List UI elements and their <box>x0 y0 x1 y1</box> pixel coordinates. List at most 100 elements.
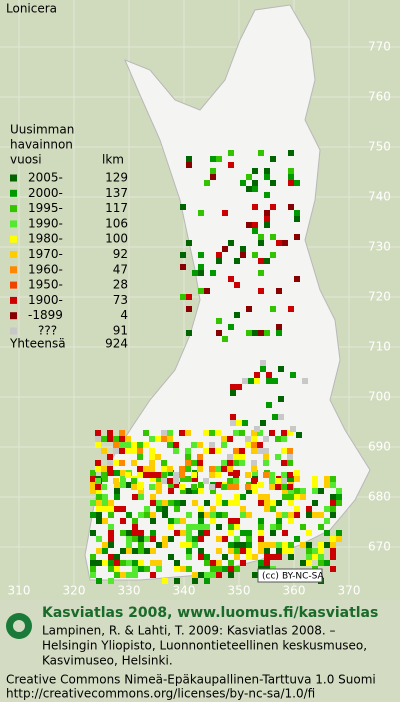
observation <box>101 448 107 454</box>
observation <box>113 460 119 466</box>
observation <box>230 390 236 396</box>
observation <box>278 366 284 372</box>
observation <box>186 512 192 518</box>
observation <box>198 482 204 488</box>
observation <box>258 234 264 240</box>
observation <box>180 566 186 572</box>
observation <box>204 560 210 566</box>
observation <box>161 460 167 466</box>
observation <box>239 454 245 460</box>
observation <box>278 414 284 420</box>
observation <box>288 554 294 560</box>
observation <box>197 460 203 466</box>
observation <box>324 506 330 512</box>
observation <box>222 512 228 518</box>
observation <box>336 536 342 542</box>
observation <box>156 566 162 572</box>
observation <box>282 548 288 554</box>
observation <box>254 426 260 432</box>
observation <box>119 442 125 448</box>
observation <box>300 494 306 500</box>
observation <box>228 560 234 566</box>
observation <box>90 476 96 482</box>
observation <box>330 566 336 572</box>
grid-label: 710 <box>368 340 391 354</box>
observation <box>258 530 264 536</box>
observation <box>186 306 192 312</box>
observation <box>234 500 240 506</box>
observation <box>234 518 240 524</box>
observation <box>210 270 216 276</box>
observation <box>162 578 168 584</box>
observation <box>96 500 102 506</box>
observation <box>210 518 216 524</box>
observation <box>251 448 257 454</box>
observation <box>95 484 101 490</box>
observation <box>269 430 275 436</box>
observation <box>137 472 143 478</box>
observation <box>138 488 144 494</box>
observation <box>252 554 258 560</box>
observation <box>204 572 210 578</box>
observation <box>198 506 204 512</box>
observation <box>287 460 293 466</box>
observation <box>107 466 113 472</box>
observation <box>281 478 287 484</box>
observation <box>276 524 282 530</box>
observation <box>264 222 270 228</box>
observation <box>258 270 264 276</box>
observation <box>126 542 132 548</box>
legend-label: 1960- <box>28 262 63 276</box>
observation <box>306 512 312 518</box>
legend-label: -1899 <box>28 308 63 322</box>
observation <box>318 554 324 560</box>
grid-label: 340 <box>173 584 196 598</box>
legend-count: 106 <box>105 216 128 230</box>
observation <box>324 560 330 566</box>
observation <box>336 494 342 500</box>
observation <box>138 494 144 500</box>
observation <box>186 548 192 554</box>
grid-label: 720 <box>368 290 391 304</box>
observation <box>90 482 96 488</box>
observation <box>281 436 287 442</box>
grid-label: 680 <box>368 490 391 504</box>
grid-label: 330 <box>118 584 141 598</box>
legend-heading: Uusimman <box>10 123 74 137</box>
observation <box>126 560 132 566</box>
observation <box>257 430 263 436</box>
observation <box>251 436 257 442</box>
observation <box>114 482 120 488</box>
observation <box>96 506 102 512</box>
observation <box>281 484 287 490</box>
observation <box>108 536 114 542</box>
observation <box>180 476 186 482</box>
observation <box>96 578 102 584</box>
observation <box>246 222 252 228</box>
observation <box>228 324 234 330</box>
observation <box>161 466 167 472</box>
observation <box>227 478 233 484</box>
observation <box>258 494 264 500</box>
observation <box>258 548 264 554</box>
observation <box>155 454 161 460</box>
legend-heading: havainnon <box>10 138 73 152</box>
observation <box>168 470 174 476</box>
observation <box>90 500 96 506</box>
observation <box>150 494 156 500</box>
observation <box>260 366 266 372</box>
observation <box>179 484 185 490</box>
legend-count: 137 <box>105 186 128 200</box>
observation <box>230 414 236 420</box>
observation <box>119 448 125 454</box>
observation <box>125 442 131 448</box>
observation <box>306 542 312 548</box>
observation <box>288 500 294 506</box>
observation <box>228 150 234 156</box>
observation <box>132 518 138 524</box>
observation <box>162 500 168 506</box>
observation <box>281 460 287 466</box>
observation <box>137 484 143 490</box>
observation <box>215 466 221 472</box>
observation <box>102 548 108 554</box>
